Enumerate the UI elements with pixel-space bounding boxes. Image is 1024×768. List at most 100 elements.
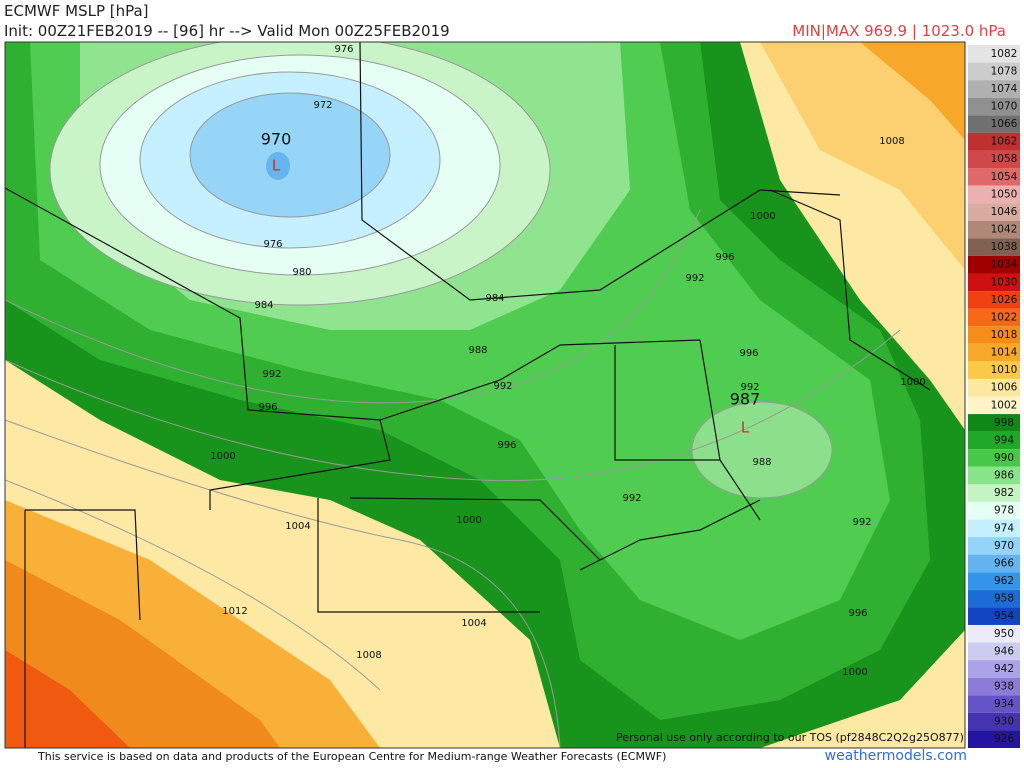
colorbar-cell <box>968 677 1020 696</box>
contour-label: 996 <box>497 440 516 451</box>
colorbar-label: 1078 <box>991 65 1018 77</box>
colorbar-cell <box>968 308 1020 327</box>
colorbar-label: 950 <box>994 628 1014 640</box>
colorbar-cell <box>968 660 1020 678</box>
colorbar-cell <box>968 361 1020 379</box>
colorbar-cell <box>968 589 1020 608</box>
colorbar-cell <box>968 414 1020 432</box>
colorbar-cell <box>968 501 1020 520</box>
site-name: weathermodels.com <box>825 748 967 764</box>
colorbar-label: 1034 <box>991 259 1018 271</box>
contour-label: 996 <box>739 348 758 359</box>
contour-label: 988 <box>752 457 771 468</box>
colorbar-label: 986 <box>994 470 1014 482</box>
colorbar-cell <box>968 326 1020 344</box>
contour-label: 1000 <box>456 515 481 526</box>
colorbar-cell <box>968 45 1020 63</box>
init-time: Init: 00Z21FEB2019 -- [96] hr --> Valid … <box>4 22 450 40</box>
contour-label: 992 <box>493 381 512 392</box>
colorbar-cell <box>968 220 1020 239</box>
contour-label: 996 <box>848 608 867 619</box>
colorbar-cell <box>968 537 1020 555</box>
colorbar-cell <box>968 150 1020 169</box>
contour-label: 976 <box>263 239 282 250</box>
colorbar-label: 962 <box>994 575 1014 587</box>
colorbar-label: 1022 <box>991 311 1018 323</box>
colorbar-label: 970 <box>994 540 1014 552</box>
colorbar-label: 1030 <box>991 276 1018 288</box>
contour-label: 996 <box>258 402 277 413</box>
colorbar-label: 994 <box>994 434 1014 446</box>
colorbar-cell <box>968 572 1020 590</box>
colorbar-label: 1066 <box>991 118 1018 130</box>
colorbar-cell <box>968 343 1020 362</box>
contour-label: 992 <box>852 517 871 528</box>
colorbar-label: 1018 <box>991 329 1018 341</box>
colorbar-label: 954 <box>994 610 1014 622</box>
colorbar-label: 1050 <box>991 188 1018 200</box>
colorbar-label: 1002 <box>991 399 1018 411</box>
colorbar-label: 942 <box>994 663 1014 675</box>
low-value: 970 <box>261 130 292 149</box>
contour-label: 980 <box>292 267 311 278</box>
colorbar-cell <box>968 203 1020 221</box>
colorbar-label: 1038 <box>991 241 1018 253</box>
contour-label: 984 <box>485 293 504 304</box>
boundaries <box>5 42 931 748</box>
colorbar-cell <box>968 97 1020 116</box>
pressure-field <box>5 42 965 748</box>
contour-label: 1004 <box>461 618 486 629</box>
contour-label: 1008 <box>879 136 904 147</box>
colorbar-label: 930 <box>994 716 1014 728</box>
isobars <box>5 42 901 748</box>
colorbar-cell <box>968 62 1020 81</box>
contour-label: 1000 <box>842 667 867 678</box>
colorbar-label: 926 <box>994 733 1014 745</box>
colorbar-label: 982 <box>994 487 1014 499</box>
colorbar-label: 1026 <box>991 294 1018 306</box>
contour-label: 1000 <box>210 451 235 462</box>
colorbar-label: 990 <box>994 452 1014 464</box>
colorbar-label: 1058 <box>991 153 1018 165</box>
colorbar-label: 934 <box>994 698 1014 710</box>
low-value: 987 <box>730 390 761 409</box>
colorbar-cell <box>968 378 1020 397</box>
colorbar-cell <box>968 642 1020 661</box>
colorbar-cell <box>968 554 1020 573</box>
colorbar-label: 1010 <box>991 364 1018 376</box>
colorbar-label: 946 <box>994 645 1014 657</box>
contour-label: 992 <box>685 273 704 284</box>
contour-label: 1000 <box>750 211 775 222</box>
contour-label: 1012 <box>222 606 247 617</box>
tos-note: Personal use only according to our TOS (… <box>616 731 964 744</box>
colorbar-label: 998 <box>994 417 1014 429</box>
colorbar-cell <box>968 712 1020 731</box>
contour-label: 996 <box>715 252 734 263</box>
colorbar-label: 1014 <box>991 347 1018 359</box>
colorbar-label: 966 <box>994 557 1014 569</box>
colorbar-cell <box>968 396 1020 415</box>
colorbar-cell <box>968 484 1020 502</box>
contour-label: 976 <box>334 44 353 55</box>
colorbar-label: 1070 <box>991 101 1018 113</box>
colorbar-label: 1054 <box>991 171 1018 183</box>
colorbar-cell <box>968 273 1020 292</box>
colorbar-cell <box>968 168 1020 186</box>
low-marker: L <box>741 419 750 437</box>
colorbar-cell <box>968 115 1020 133</box>
source-note: This service is based on data and produc… <box>37 750 666 763</box>
colorbar-cell <box>968 431 1020 450</box>
contour-label: 992 <box>622 493 641 504</box>
colorbar-label: 974 <box>994 522 1014 534</box>
contour-label: 1000 <box>900 377 925 388</box>
colorbar-label: 1046 <box>991 206 1018 218</box>
colorbar-label: 1074 <box>991 83 1018 95</box>
min-max: MIN|MAX 969.9 | 1023.0 hPa <box>792 22 1006 40</box>
colorbar-label: 1006 <box>991 382 1018 394</box>
contour-label: 972 <box>313 100 332 111</box>
colorbar-cell <box>968 132 1020 151</box>
colorbar-cell <box>968 255 1020 274</box>
colorbar-label: 1062 <box>991 136 1018 148</box>
colorbar-cell <box>968 238 1020 256</box>
